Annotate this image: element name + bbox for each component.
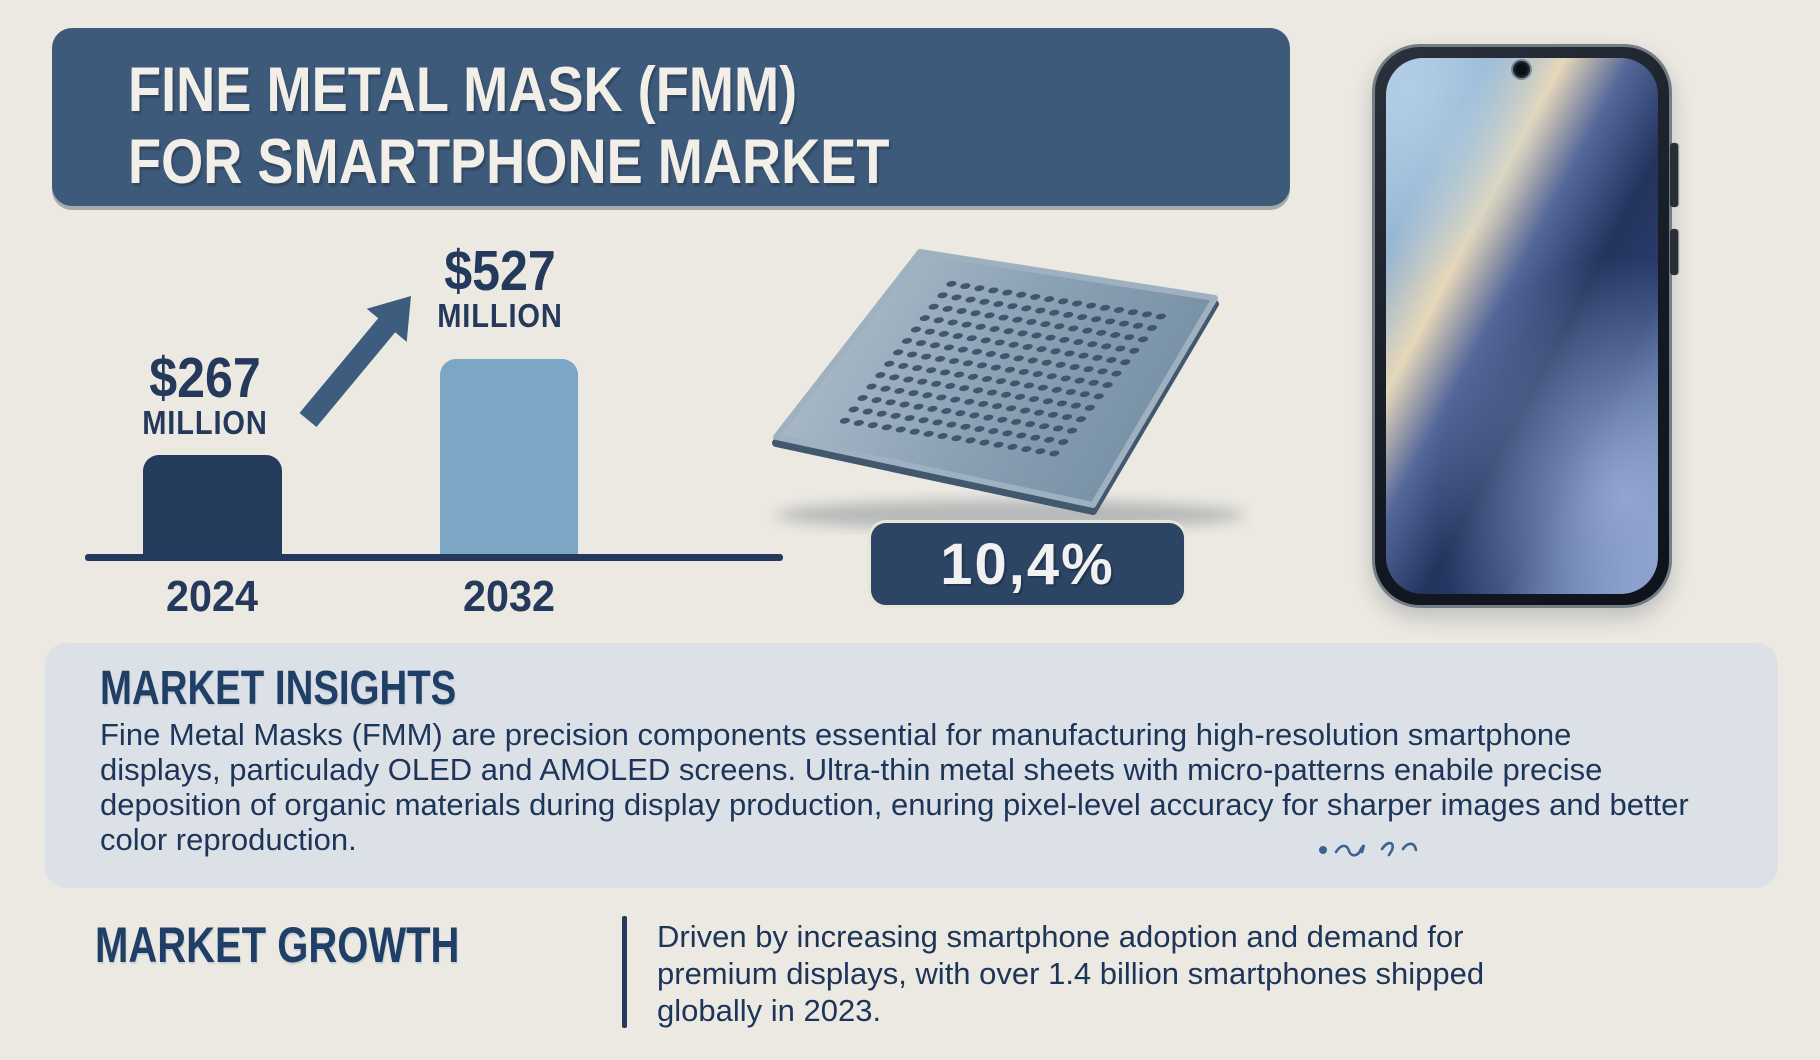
bar-value-label-2024: $267 MILLION [99, 350, 310, 440]
axis-label-2032: 2032 [462, 572, 556, 621]
volume-button [1670, 143, 1678, 207]
chart-baseline [85, 554, 783, 561]
cagr-value: 10,4% [940, 531, 1115, 597]
bar-value-2024: $267 [149, 346, 261, 410]
fmm-mask-image [772, 249, 1245, 530]
bar-unit-2032: MILLION [437, 297, 563, 334]
title-line-1: FINE METAL MASK (FMM) [128, 55, 798, 125]
cagr-badge: 10,4% [868, 520, 1187, 608]
insights-body: Fine Metal Masks (FMM) are precision com… [100, 717, 1689, 857]
growth-arrow-icon [299, 296, 411, 427]
power-button [1670, 229, 1678, 275]
page-title: FINE METAL MASK (FMM) FOR SMARTPHONE MAR… [128, 54, 890, 198]
bar-value-2032: $527 [444, 239, 556, 303]
bar-2024 [143, 455, 282, 554]
growth-body: Driven by increasing smartphone adoption… [657, 919, 1485, 1028]
plate-hole-pattern [839, 280, 1166, 457]
bar-value-label-2032: $527 MILLION [394, 243, 605, 333]
insights-heading: MARKET INSIGHTS [100, 662, 457, 715]
axis-label-2024: 2024 [165, 572, 259, 621]
ink-scribble-artifact [1319, 841, 1418, 857]
bar-2032 [440, 359, 578, 554]
punch-hole-camera-icon [1513, 61, 1530, 78]
smartphone-screen [1386, 58, 1658, 594]
title-banner: FINE METAL MASK (FMM) FOR SMARTPHONE MAR… [52, 28, 1290, 206]
market-insights-panel: MARKET INSIGHTS Fine Metal Masks (FMM) a… [45, 643, 1778, 888]
growth-heading: MARKET GROWTH [95, 917, 460, 973]
plate-face [773, 249, 1218, 508]
vertical-divider [622, 916, 627, 1028]
bar-unit-2024: MILLION [142, 404, 268, 441]
smartphone-image [1372, 44, 1678, 608]
title-line-2: FOR SMARTPHONE MARKET [128, 127, 890, 197]
